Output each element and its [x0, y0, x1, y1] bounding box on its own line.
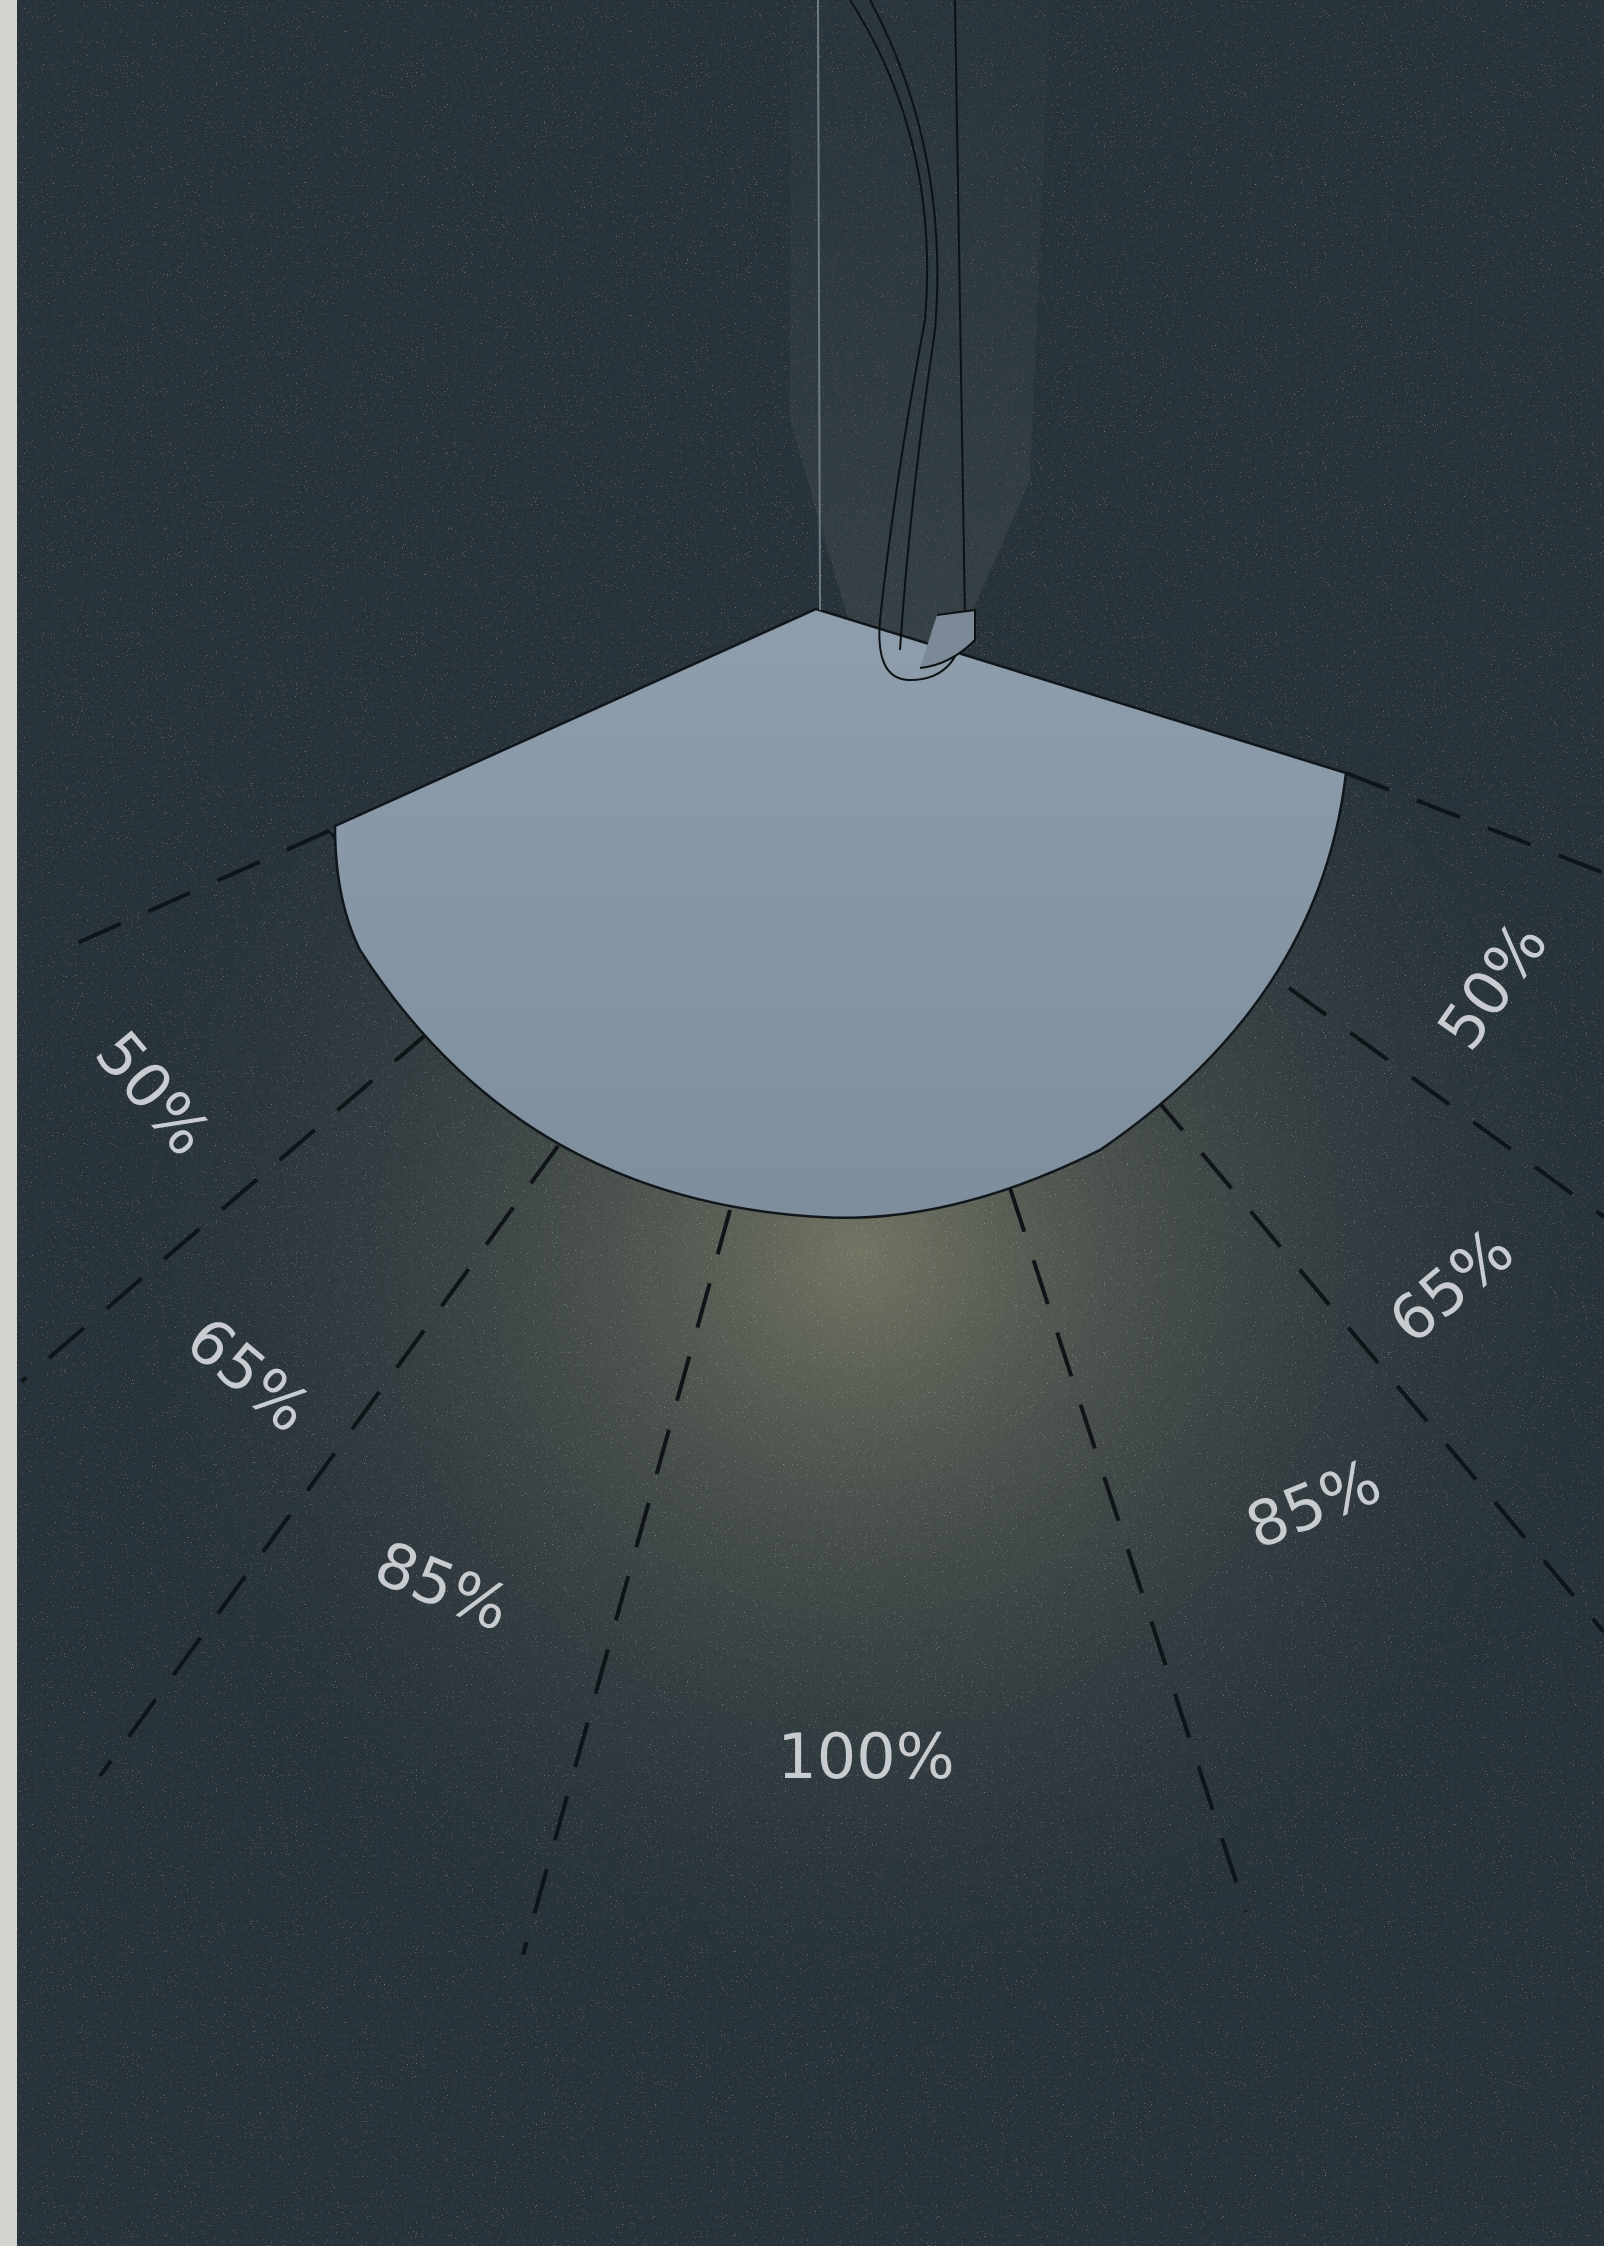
- dash-line: [1008, 1187, 1248, 1913]
- dashed-lines: [19, 771, 1604, 1956]
- margin: [0, 0, 17, 2246]
- dash-line: [56, 829, 330, 954]
- dash-line: [19, 1029, 432, 1384]
- dash-line: [98, 1144, 560, 1778]
- lamp-shade: [333, 607, 1348, 1220]
- zone-label: 100%: [777, 1720, 954, 1793]
- cord: [817, 0, 976, 682]
- dash-line: [1287, 986, 1604, 1219]
- cord-shadow: [790, 0, 1050, 660]
- dash-line: [521, 1209, 732, 1956]
- dash-line: [1151, 1093, 1604, 1634]
- dash-line: [1345, 771, 1604, 875]
